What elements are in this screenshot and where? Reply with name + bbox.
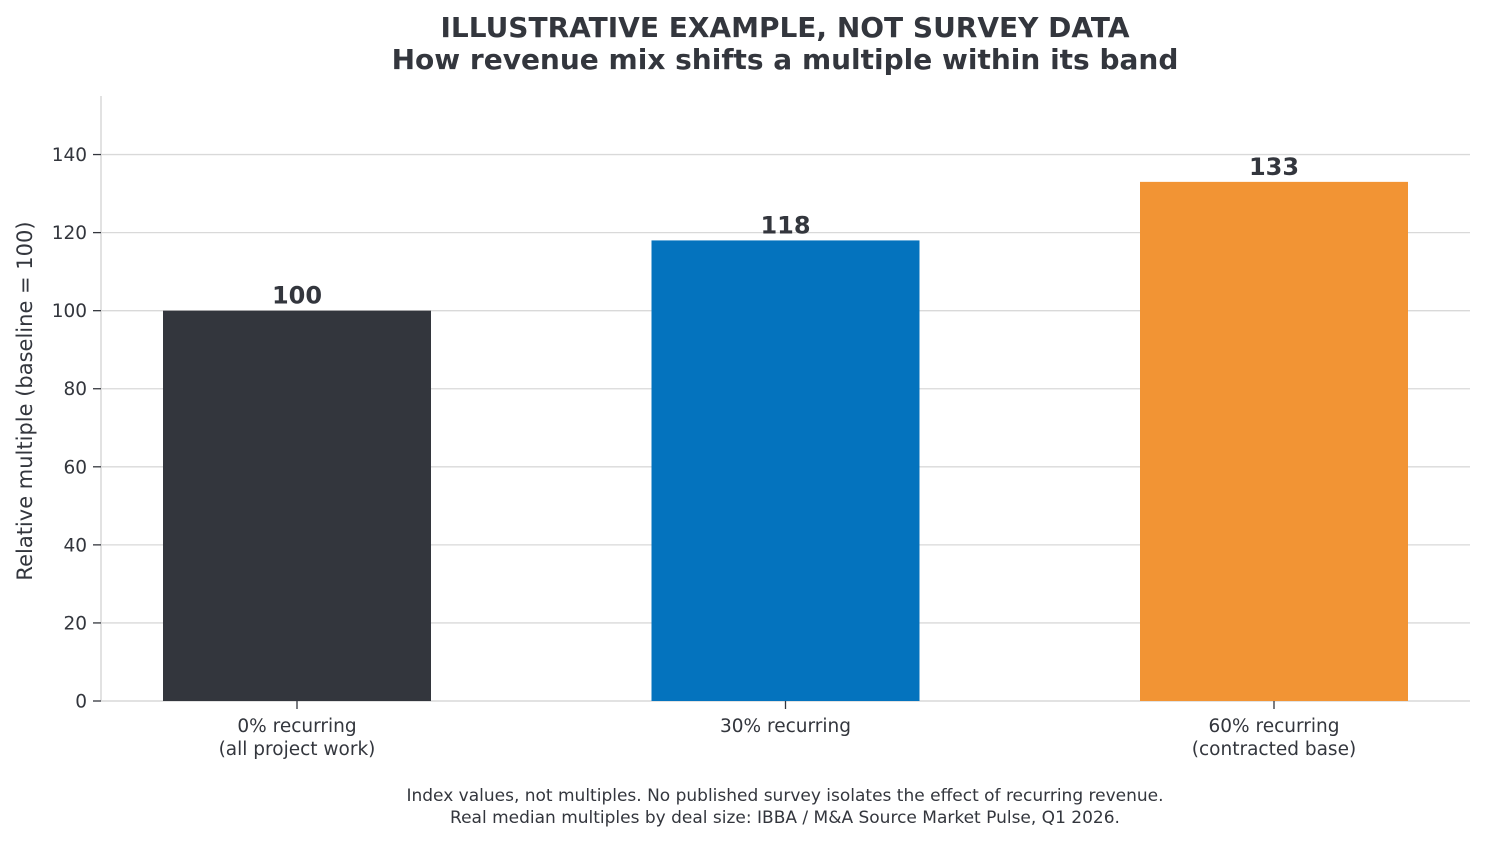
- y-axis-label: Relative multiple (baseline = 100): [13, 221, 37, 580]
- x-tick-label-2-line-1: 30% recurring: [720, 716, 851, 737]
- bar-value-label-1: 100: [272, 282, 322, 310]
- chart-subtitle: How revenue mix shifts a multiple within…: [392, 43, 1179, 76]
- y-tick-label-0: 0: [75, 692, 87, 713]
- x-tick-label-3-line-1: 60% recurring: [1209, 716, 1340, 737]
- bar-2: [651, 240, 920, 701]
- x-axis-ticks: 0% recurring(all project work) 30% recurr…: [219, 701, 1356, 760]
- y-tick-label-40: 40: [63, 535, 87, 556]
- y-tick-label-140: 140: [52, 145, 87, 166]
- y-tick-label-80: 80: [63, 379, 87, 400]
- x-tick-label-3-line-2: (contracted base): [1192, 739, 1356, 760]
- y-tick-label-20: 20: [63, 613, 87, 634]
- bar-value-label-3: 133: [1249, 153, 1299, 181]
- bar-value-labels: 100 118 133: [272, 153, 1299, 310]
- x-tick-label-1-line-2: (all project work): [219, 739, 376, 760]
- y-tick-label-60: 60: [63, 457, 87, 478]
- bars: [163, 181, 1408, 701]
- y-axis-ticks: 0 20 40 60 80 100 120 140: [52, 145, 101, 713]
- x-tick-label-1-line-1: 0% recurring: [237, 716, 356, 737]
- bar-3: [1140, 181, 1408, 701]
- y-tick-label-100: 100: [52, 301, 87, 322]
- footnote-line-2: Real median multiples by deal size: IBBA…: [450, 808, 1120, 828]
- bar-value-label-2: 118: [760, 211, 810, 239]
- bar-1: [163, 310, 431, 701]
- chart-title: ILLUSTRATIVE EXAMPLE, NOT SURVEY DATA: [440, 11, 1129, 44]
- y-tick-label-120: 120: [52, 223, 87, 244]
- footnote-line-1: Index values, not multiples. No publishe…: [406, 786, 1163, 806]
